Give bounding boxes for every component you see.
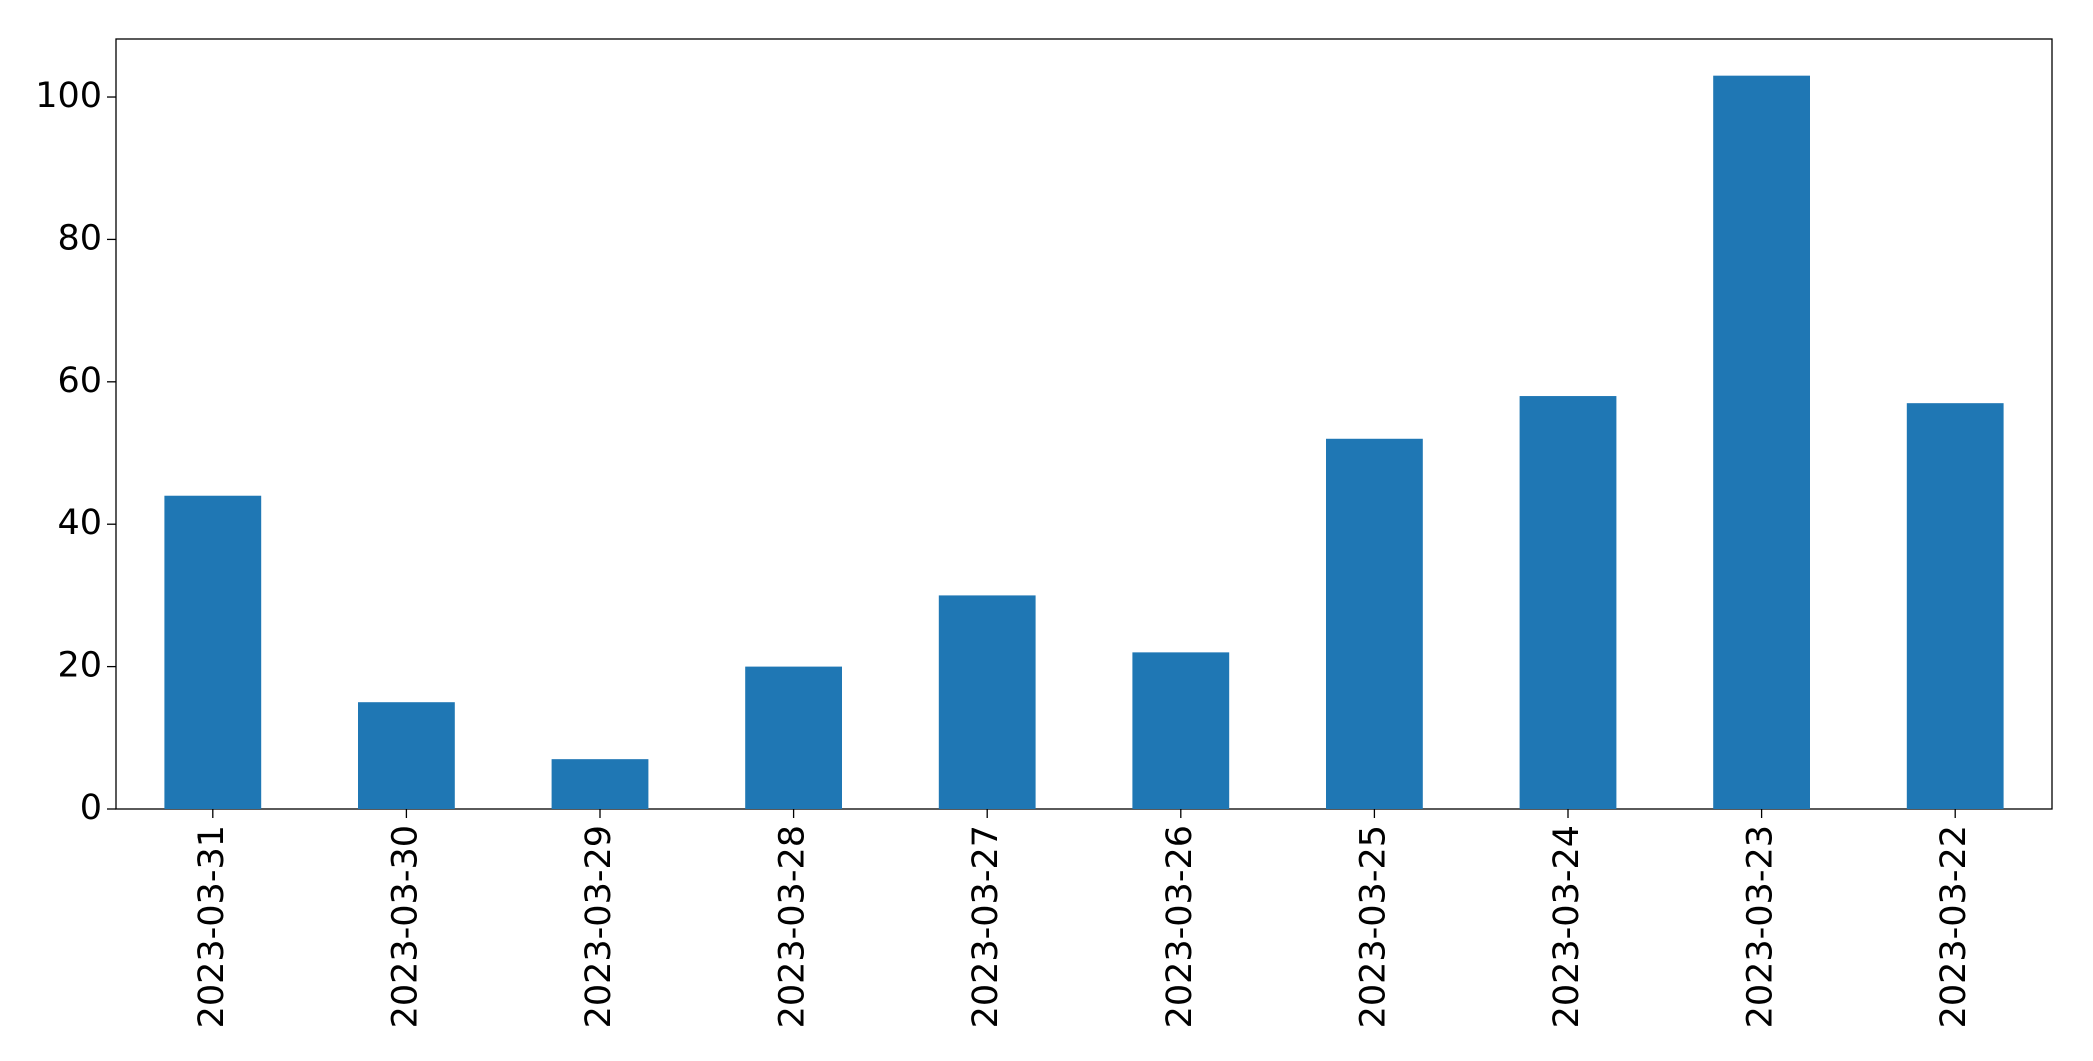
bar (938, 595, 1036, 809)
x-tick-label: 2023-03-25 (1353, 825, 1393, 1028)
axes-frame (115, 38, 2053, 810)
bar (1132, 652, 1230, 809)
x-tick-label: 2023-03-22 (1934, 825, 1974, 1028)
x-tick-label: 2023-03-24 (1547, 825, 1587, 1028)
y-tick-label: 0 (80, 788, 102, 828)
y-tick-label: 80 (57, 218, 102, 258)
y-tick-label: 40 (57, 503, 102, 543)
x-tick-label: 2023-03-27 (966, 825, 1006, 1028)
y-tick-label: 100 (35, 76, 102, 116)
x-tick-label: 2023-03-31 (192, 825, 232, 1028)
x-tick-label: 2023-03-29 (579, 825, 619, 1028)
bar (1906, 403, 2004, 809)
bar (551, 759, 649, 809)
bar (358, 702, 455, 809)
bar (745, 666, 842, 809)
bar (1519, 396, 1617, 809)
bar (164, 495, 262, 809)
y-tick-label: 20 (57, 646, 102, 686)
x-tick-label: 2023-03-23 (1741, 825, 1781, 1028)
x-tick-label: 2023-03-26 (1160, 825, 1200, 1028)
x-tick-label: 2023-03-30 (385, 825, 425, 1028)
x-tick-label: 2023-03-28 (773, 825, 813, 1028)
y-tick-label: 60 (57, 361, 102, 401)
bar (1713, 75, 1810, 809)
bar (1326, 438, 1423, 809)
